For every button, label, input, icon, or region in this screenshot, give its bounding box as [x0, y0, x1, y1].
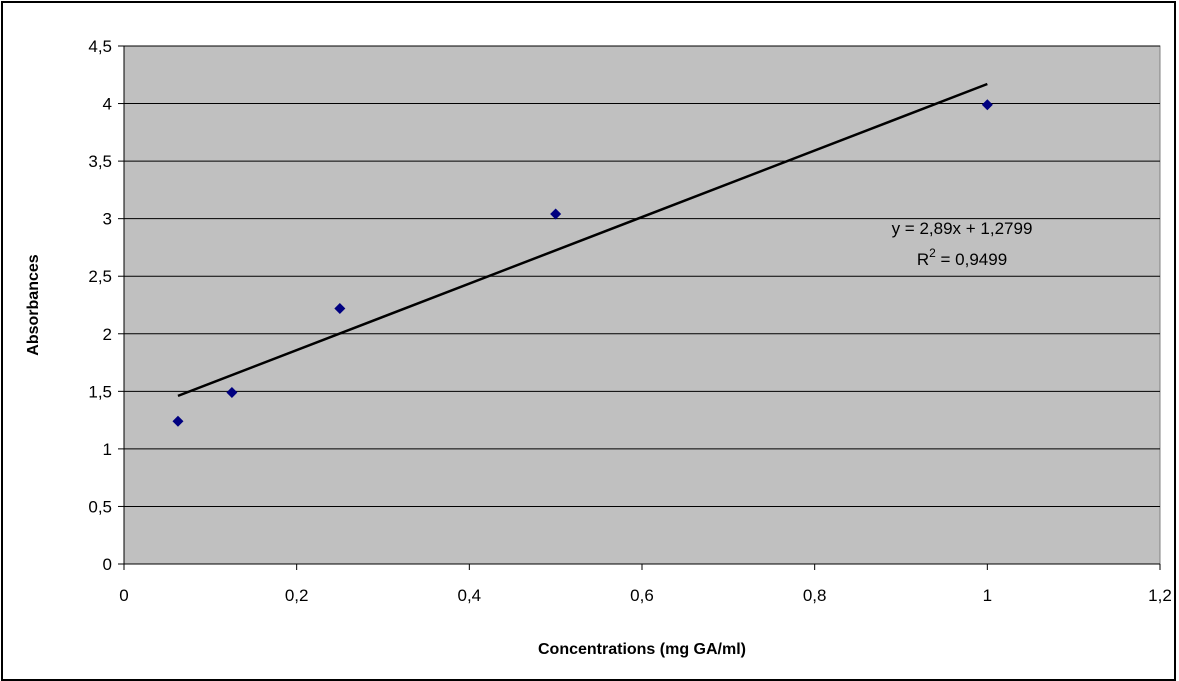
y-tick-label: 2: [103, 325, 112, 344]
y-tick-label: 1: [103, 440, 112, 459]
r-squared-value: = 0,9499: [936, 250, 1007, 269]
data-point: [226, 386, 238, 398]
r-squared-superscript: 2: [929, 246, 936, 260]
y-tick-label: 2,5: [88, 267, 112, 286]
y-axis-title: Absorbances: [25, 254, 42, 355]
data-points: [172, 99, 993, 427]
x-axis-title: Concentrations (mg GA/ml): [538, 641, 746, 658]
x-axis-ticks: 0 0,2 0,4 0,6 0,8 1 1,2: [119, 564, 1172, 605]
data-point: [334, 302, 346, 314]
y-tick-label: 4,5: [88, 37, 112, 56]
y-tick-label: 4: [103, 95, 112, 114]
y-tick-label: 3: [103, 210, 112, 229]
y-axis-ticks: 0 0,5 1 1,5 2 2,5 3 3,5 4 4,5: [88, 37, 124, 574]
x-tick-label: 0,2: [285, 586, 309, 605]
data-point: [172, 415, 184, 427]
data-point: [550, 208, 562, 220]
trendline-equation: y = 2,89x + 1,2799: [892, 219, 1033, 238]
scatter-chart: 0 0,5 1 1,5 2 2,5 3 3,5 4 4,5 0 0,2 0,4 0,6 0,8 1 1,2 y…: [25, 37, 1172, 658]
r-squared-label: R2 = 0,9499: [917, 246, 1007, 269]
gridlines: [124, 45, 1160, 507]
x-tick-label: 0: [119, 586, 128, 605]
trendline: [177, 82, 988, 398]
x-tick-label: 0,6: [630, 586, 654, 605]
x-tick-label: 0,4: [458, 586, 482, 605]
data-point: [981, 99, 993, 111]
x-tick-label: 0,8: [803, 586, 827, 605]
r-squared-r: R: [917, 250, 929, 269]
y-tick-label: 1,5: [88, 382, 112, 401]
y-tick-label: 0: [103, 555, 112, 574]
plot-area: [123, 45, 1161, 565]
x-tick-label: 1,2: [1148, 586, 1172, 605]
y-tick-label: 3,5: [88, 152, 112, 171]
y-tick-label: 0,5: [88, 497, 112, 516]
x-tick-label: 1: [983, 586, 992, 605]
